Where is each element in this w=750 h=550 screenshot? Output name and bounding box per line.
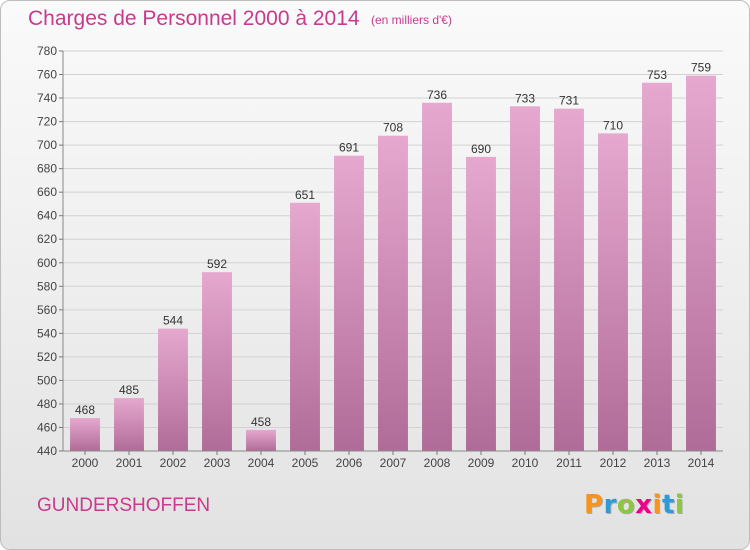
- data-label: 710: [603, 118, 623, 132]
- bar-2004: [246, 429, 276, 451]
- data-label: 458: [251, 415, 271, 429]
- x-tick-label: 2002: [160, 456, 187, 470]
- data-label: 736: [427, 88, 447, 102]
- data-label: 731: [559, 94, 579, 108]
- bar-2003: [202, 272, 232, 451]
- x-tick-label: 2004: [248, 456, 275, 470]
- data-label: 708: [383, 121, 403, 135]
- y-tick-label: 720: [37, 115, 57, 129]
- data-label: 651: [295, 188, 315, 202]
- y-tick-label: 760: [37, 68, 57, 82]
- y-tick-label: 620: [37, 232, 57, 246]
- x-tick-label: 2012: [600, 456, 627, 470]
- bar-2011: [554, 108, 584, 451]
- data-label: 468: [75, 403, 95, 417]
- bar-2012: [598, 133, 628, 451]
- bar-2002: [158, 328, 188, 451]
- bar-2009: [466, 156, 496, 451]
- bar-2005: [290, 202, 320, 451]
- bar-2013: [642, 82, 672, 451]
- data-label: 691: [339, 141, 359, 155]
- chart-title: Charges de Personnel 2000 à 2014: [28, 7, 360, 30]
- data-label: 753: [647, 68, 667, 82]
- logo-letter: r: [603, 490, 617, 520]
- y-tick-label: 700: [37, 138, 57, 152]
- logo-letter: i: [652, 490, 662, 520]
- y-tick-label: 560: [37, 303, 57, 317]
- logo-letter: x: [635, 490, 653, 520]
- y-tick-label: 740: [37, 91, 57, 105]
- x-tick-label: 2008: [424, 456, 451, 470]
- y-tick-label: 480: [37, 397, 57, 411]
- x-tick-label: 2005: [292, 456, 319, 470]
- x-tick-label: 2009: [468, 456, 495, 470]
- x-tick-label: 2007: [380, 456, 407, 470]
- bar-2006: [334, 155, 364, 452]
- x-tick-label: 2003: [204, 456, 231, 470]
- data-label: 733: [515, 91, 535, 105]
- data-label: 759: [691, 61, 711, 75]
- y-tick-label: 780: [37, 44, 57, 58]
- data-label: 592: [207, 257, 227, 271]
- bar-2008: [422, 102, 452, 451]
- chart-subtitle: (en milliers d'€): [371, 13, 452, 27]
- commune-name: GUNDERSHOFFEN: [37, 495, 211, 516]
- bar-2000: [70, 418, 100, 451]
- y-tick-label: 460: [37, 420, 57, 434]
- x-tick-label: 2010: [512, 456, 539, 470]
- y-tick-label: 660: [37, 185, 57, 199]
- bar-2001: [114, 398, 144, 451]
- data-label: 485: [119, 383, 139, 397]
- proxiti-logo: Proxiti: [584, 490, 684, 520]
- data-label: 544: [163, 314, 183, 328]
- x-tick-label: 2006: [336, 456, 363, 470]
- logo-letter: i: [674, 490, 685, 520]
- bar-2014: [686, 75, 716, 452]
- y-tick-label: 600: [37, 256, 57, 270]
- data-label: 690: [471, 142, 491, 156]
- logo-letter: t: [661, 490, 675, 520]
- bar-2010: [510, 106, 540, 451]
- x-tick-label: 2014: [688, 456, 715, 470]
- y-tick-label: 640: [37, 209, 57, 223]
- logo-letter: P: [584, 490, 604, 520]
- y-tick-label: 680: [37, 162, 57, 176]
- logo-letter: o: [616, 490, 636, 520]
- x-tick-label: 2011: [556, 456, 582, 470]
- y-tick-label: 440: [37, 444, 57, 458]
- x-tick-label: 2013: [644, 456, 671, 470]
- x-tick-label: 2000: [72, 456, 99, 470]
- bar-2007: [378, 135, 408, 452]
- y-tick-label: 500: [37, 373, 57, 387]
- y-tick-label: 580: [37, 279, 57, 293]
- y-tick-label: 540: [37, 326, 57, 340]
- y-tick-label: 520: [37, 350, 57, 364]
- x-tick-label: 2001: [116, 456, 143, 470]
